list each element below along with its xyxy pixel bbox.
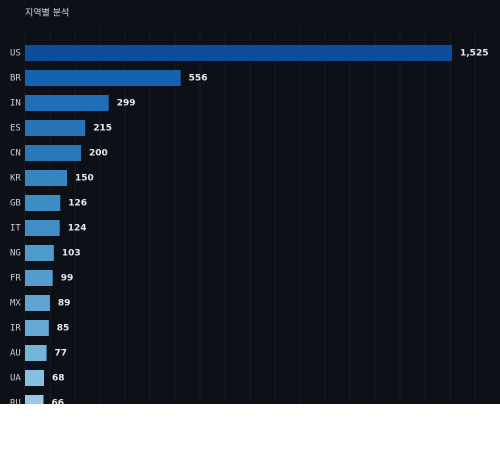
bar — [25, 320, 49, 336]
y-tick-label: US — [10, 49, 21, 59]
y-tick-label: IR — [10, 324, 21, 334]
bar — [25, 220, 60, 236]
bar — [25, 395, 44, 404]
bar — [25, 195, 61, 211]
y-tick-label: AU — [10, 349, 21, 359]
bar — [25, 145, 81, 161]
y-tick-label: ES — [10, 124, 21, 134]
y-tick-label: BR — [10, 74, 21, 84]
y-tick-label: FR — [10, 274, 21, 284]
value-label: 215 — [93, 124, 112, 134]
value-label: 66 — [51, 399, 64, 405]
value-label: 556 — [189, 74, 208, 84]
bar — [25, 95, 109, 111]
y-tick-label: GB — [10, 199, 21, 209]
bar — [25, 245, 54, 261]
value-label: 85 — [57, 324, 70, 334]
y-tick-label: RU — [10, 399, 21, 405]
value-label: 1,525 — [460, 49, 488, 59]
bar — [25, 170, 67, 186]
y-tick-label: NG — [10, 249, 21, 259]
value-label: 299 — [117, 99, 136, 109]
value-label: 124 — [68, 224, 87, 234]
value-label: 89 — [58, 299, 71, 309]
bar — [25, 45, 452, 61]
background-grid — [24, 28, 476, 404]
y-tick-label: KR — [10, 174, 21, 184]
bar — [25, 295, 50, 311]
y-tick-label: UA — [10, 374, 21, 384]
value-label: 200 — [89, 149, 108, 159]
bar — [25, 270, 53, 286]
value-label: 99 — [61, 274, 74, 284]
bar — [25, 70, 181, 86]
y-tick-label: CN — [10, 149, 21, 159]
chart-title: 지역별 분석 — [25, 8, 69, 19]
value-label: 77 — [55, 349, 68, 359]
y-tick-label: IN — [10, 99, 21, 109]
y-tick-label: IT — [10, 224, 21, 234]
value-label: 150 — [75, 174, 94, 184]
y-tick-label: MX — [10, 299, 21, 309]
bar — [25, 120, 86, 136]
value-label: 103 — [62, 249, 81, 259]
value-label: 126 — [68, 199, 87, 209]
bar — [25, 345, 47, 361]
chart: 지역별 분석 US 1,525 BR 556 IN 299 ES 215 CN 200 KR 150 G… — [0, 0, 500, 404]
bar — [25, 370, 45, 386]
value-label: 68 — [52, 374, 65, 384]
